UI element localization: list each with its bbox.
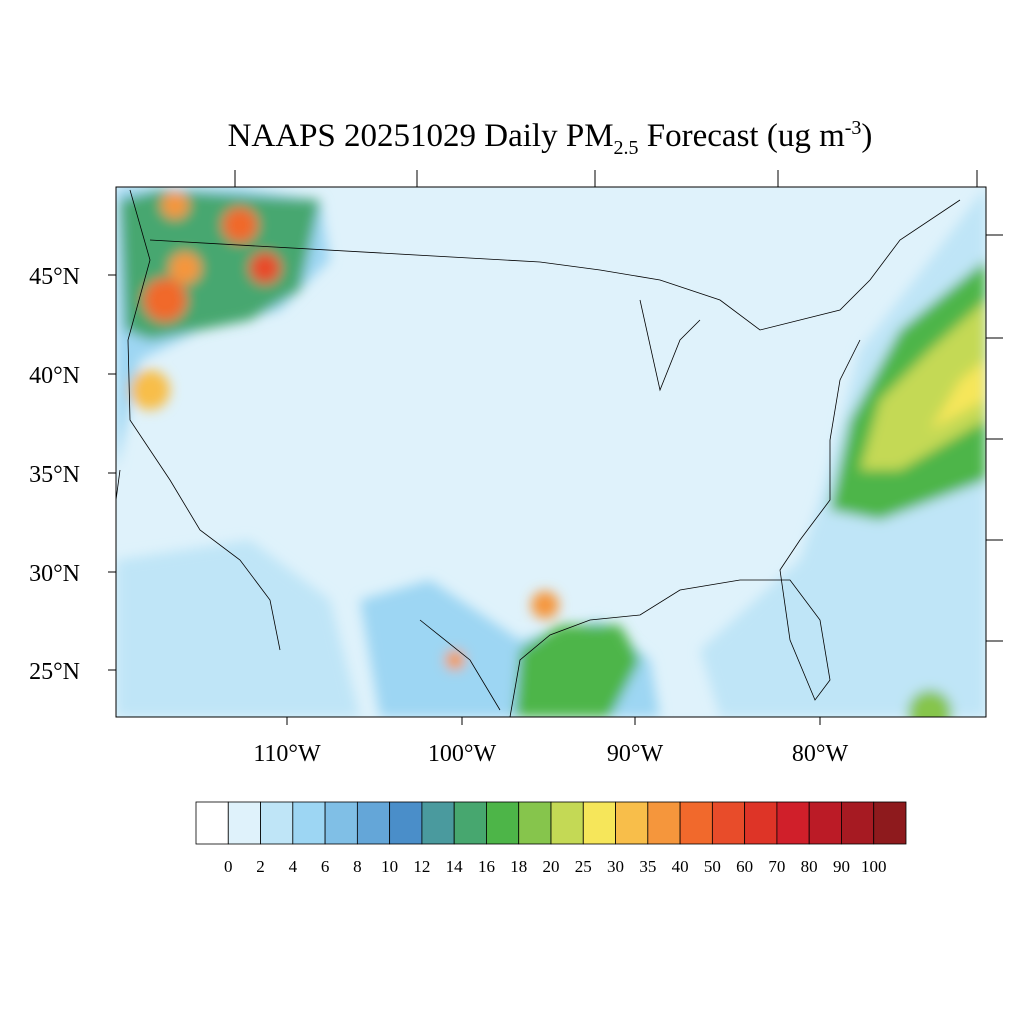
title-superscript: -3	[845, 117, 862, 139]
lat-label: 45°N	[29, 264, 80, 290]
colorbar-label: 80	[801, 857, 818, 876]
colorbar-box	[679, 801, 713, 845]
colorbar-box	[776, 801, 810, 845]
colorbar-box	[421, 801, 455, 845]
colorbar-box	[841, 801, 875, 845]
colorbar-box	[808, 801, 842, 845]
title-text: NAAPS 20251029 Daily PM	[228, 118, 614, 154]
title-subscript: 2.5	[614, 137, 639, 159]
lon-label: 80°W	[792, 741, 849, 767]
colorbar-label: 20	[543, 857, 560, 876]
title-text: Forecast (ug m	[639, 118, 846, 154]
colorbar-box	[486, 801, 520, 845]
colorbar-box	[582, 801, 616, 845]
colorbar-box	[389, 801, 423, 845]
lat-label: 30°N	[29, 561, 80, 587]
colorbar-box	[647, 801, 681, 845]
colorbar-box	[711, 801, 746, 845]
colorbar-label: 12	[413, 857, 430, 876]
colorbar-box	[260, 801, 294, 845]
lon-label: 110°W	[253, 741, 321, 767]
colorbar-box	[615, 801, 649, 845]
colorbar-label: 18	[510, 857, 527, 876]
colorbar-box	[227, 801, 261, 845]
colorbar-label: 16	[478, 857, 495, 876]
colorbar-box	[518, 801, 552, 845]
lat-label: 40°N	[29, 363, 80, 389]
lon-label: 90°W	[607, 741, 664, 767]
lon-label: 100°W	[428, 741, 497, 767]
colorbar-label: 70	[768, 857, 785, 876]
colorbar-label: 4	[289, 857, 298, 876]
colorbar-box	[550, 801, 584, 845]
colorbar-box	[195, 801, 229, 845]
colorbar-box	[873, 801, 907, 845]
colorbar-label: 10	[381, 857, 398, 876]
colorbar-label: 90	[833, 857, 850, 876]
colorbar-label: 14	[446, 857, 464, 876]
colorbar-label: 100	[861, 857, 887, 876]
colorbar-label: 6	[321, 857, 330, 876]
colorbar-label: 50	[704, 857, 721, 876]
colorbar-label: 25	[575, 857, 592, 876]
colorbar-label: 35	[639, 857, 656, 876]
colorbar-label: 60	[736, 857, 753, 876]
colorbar-box	[324, 801, 358, 845]
colorbar-label: 30	[607, 857, 624, 876]
colorbar-box	[356, 801, 391, 845]
colorbar-box	[453, 801, 487, 845]
title: NAAPS 20251029 Daily PM2.5 Forecast (ug …	[228, 117, 873, 159]
map-frame	[115, 186, 987, 718]
colorbar-label: 40	[672, 857, 689, 876]
colorbar-label: 2	[256, 857, 265, 876]
colorbar: 0 2 4 6 8 10 12 14 16 18 20 25 30 35 40 50 60 70 80 90 100	[195, 801, 907, 876]
colorbar-box	[292, 801, 326, 845]
colorbar-label: 8	[353, 857, 362, 876]
axes: 45°N 40°N 35°N 30°N 25°N 110°W 100°W 90°W 80°W	[29, 170, 1003, 767]
lat-label: 25°N	[29, 659, 80, 685]
map-field	[116, 187, 986, 717]
lat-label: 35°N	[29, 462, 80, 488]
colorbar-label: 0	[224, 857, 233, 876]
colorbar-box	[744, 801, 778, 845]
title-text: )	[861, 118, 872, 154]
